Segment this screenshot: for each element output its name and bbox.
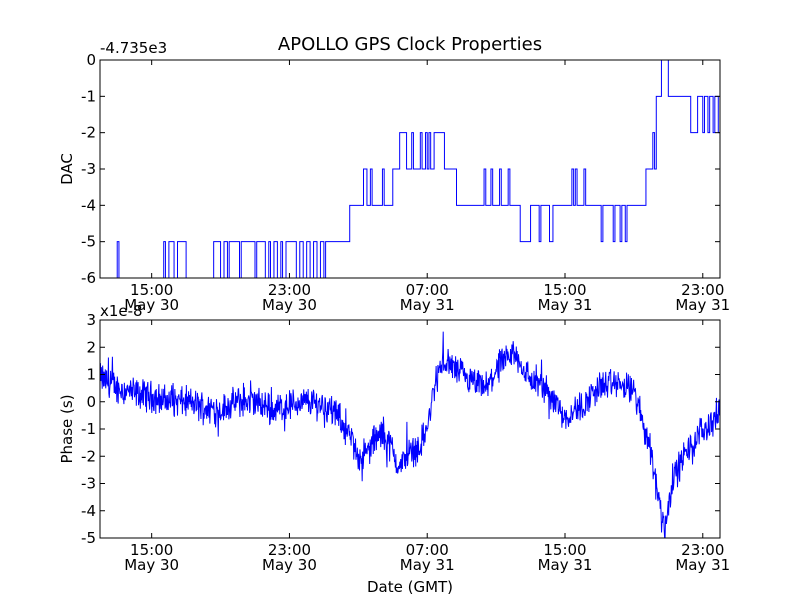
phase-xtick-date-label: May 31 — [538, 556, 593, 574]
dac-ylabel: DAC — [58, 153, 76, 185]
dac-xtick-date-label: May 31 — [675, 296, 730, 314]
phase-ytick-label: -2 — [81, 447, 96, 465]
dac-ytick-label: -6 — [81, 269, 96, 287]
phase-xtick-time-label: 23:00 — [268, 541, 311, 559]
chart-title: APOLLO GPS Clock Properties — [278, 34, 542, 55]
dac-ytick-label: -5 — [81, 233, 96, 251]
phase-xtick-time-label: 23:00 — [681, 541, 724, 559]
dac-xtick-date-label: May 31 — [400, 296, 455, 314]
phase-ytick-label: -3 — [81, 475, 96, 493]
phase-xtick-time-label: 07:00 — [406, 541, 449, 559]
phase-ytick-label: 3 — [86, 311, 96, 329]
dac-ytick-label: -4 — [81, 196, 96, 214]
dac-axes-frame — [99, 59, 721, 279]
phase-xtick-time-label: 15:00 — [543, 541, 586, 559]
dac-offset-text: -4.735e3 — [100, 39, 167, 57]
dac-xtick-date-label: May 30 — [262, 296, 317, 314]
dac-xtick-time-label: 07:00 — [406, 281, 449, 299]
dac-ytick-label: -1 — [81, 87, 96, 105]
phase-ytick-label: -1 — [81, 420, 96, 438]
phase-ytick-label: 1 — [86, 366, 96, 384]
phase-ylabel: Phase (s) — [58, 394, 76, 463]
dac-ytick-label: -3 — [81, 160, 96, 178]
dac-xtick-time-label: 15:00 — [130, 281, 173, 299]
phase-ytick-label: -4 — [81, 502, 96, 520]
phase-xtick-date-label: May 31 — [675, 556, 730, 574]
phase-xtick-time-label: 15:00 — [130, 541, 173, 559]
phase-xlabel: Date (GMT) — [367, 578, 453, 596]
dac-xtick-date-label: May 30 — [124, 296, 179, 314]
dac-xtick-time-label: 23:00 — [268, 281, 311, 299]
dac-xtick-time-label: 23:00 — [681, 281, 724, 299]
dac-ytick-label: 0 — [86, 51, 96, 69]
phase-xtick-date-label: May 30 — [124, 556, 179, 574]
phase-xtick-date-label: May 31 — [400, 556, 455, 574]
dac-ytick-label: -2 — [81, 124, 96, 142]
phase-offset-text: x1e-8 — [100, 302, 143, 320]
dac-series-line — [100, 60, 720, 278]
phase-line-layer — [100, 331, 720, 538]
phase-series-line — [100, 331, 720, 538]
phase-xtick-date-label: May 30 — [262, 556, 317, 574]
phase-ytick-label: 0 — [86, 393, 96, 411]
dac-xtick-time-label: 15:00 — [543, 281, 586, 299]
dac-line-layer — [100, 60, 720, 278]
phase-ytick-label: -5 — [81, 529, 96, 547]
phase-ytick-label: 2 — [86, 338, 96, 356]
phase-plot-area — [100, 320, 720, 538]
dac-xtick-date-label: May 31 — [538, 296, 593, 314]
phase-axes-frame — [99, 319, 721, 539]
